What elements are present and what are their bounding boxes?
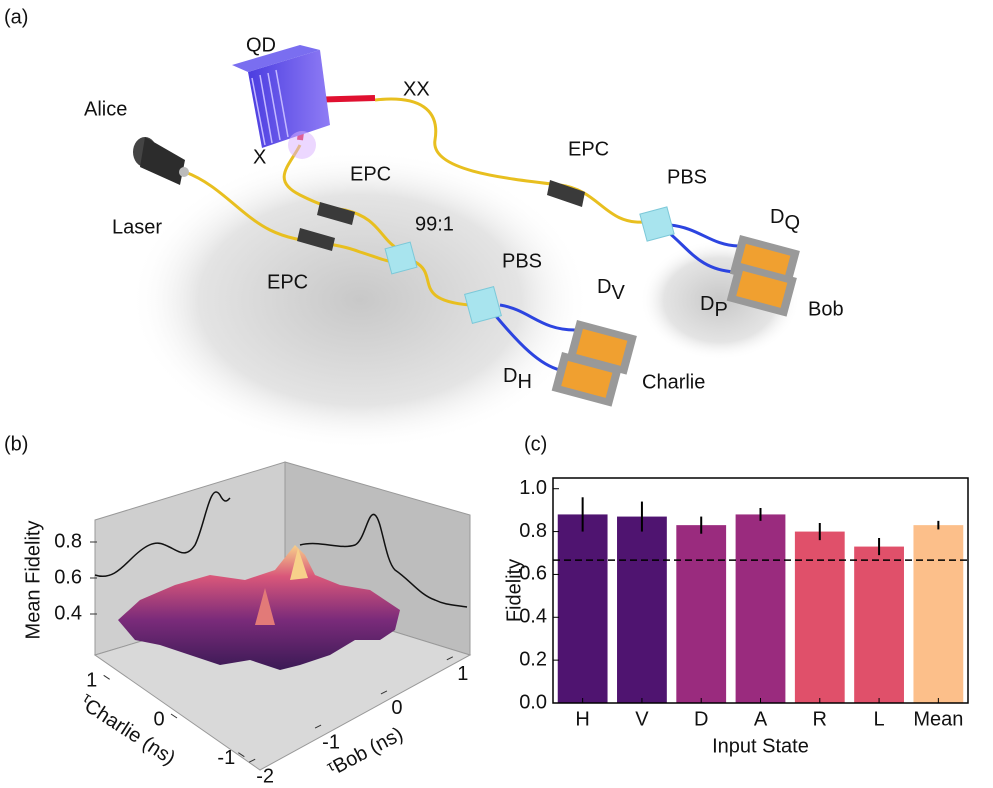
label: X [253,146,266,168]
panel-label: (a) [4,6,28,28]
x-tick-label: V [635,708,649,730]
y-tick-label: 0.2 [519,648,547,670]
label: EPC [350,163,391,185]
label: DV [597,276,625,304]
x-tick-label: D [694,708,708,730]
y-axis-text: Bob (ns) [330,723,407,778]
x-tick-label: H [575,708,589,730]
label: Bob [808,298,844,320]
y-tick-label: 1 [457,663,468,685]
y-tick-label: -1 [322,731,340,753]
y-tick-label: 1.0 [519,477,547,499]
x-tick [171,714,177,718]
x-tick-label: L [874,708,885,730]
bar [913,525,963,703]
label: 99:1 [415,213,454,235]
x-tick [104,675,110,679]
x-axis-text: Charlie (ns) [80,695,179,770]
glow [288,131,316,159]
shadow [130,150,590,450]
z-tick-label: 0.8 [54,530,82,552]
label: QD [246,34,276,56]
bar [676,525,726,703]
label: EPC [267,271,308,293]
y-tick-label: 0.0 [519,691,547,713]
x-tick-label: -1 [217,747,235,769]
label: Alice [84,98,127,120]
label: EPC [568,138,609,160]
laser-source [133,137,189,185]
y-tick-label: 0 [391,697,402,719]
y-tick-label: -2 [256,765,274,783]
x-tick-label: R [813,708,827,730]
x-tick-label: 0 [153,708,164,730]
z-tick-label: 0.4 [54,602,82,624]
x-tick-label: Mean [913,708,963,730]
z-tick-label: 0.6 [54,566,82,588]
label: Laser [112,216,162,238]
label: PBS [502,250,542,272]
bar [617,517,667,703]
x-tick-label: 1 [86,670,97,692]
bar [795,532,845,703]
panel-label: (c) [524,433,547,455]
bar [854,547,904,703]
figure: (a) (b) (c) [0,0,993,783]
panel-label: (b) [4,433,28,455]
label: DQ [770,206,800,234]
label: XX [403,78,430,100]
x-tick-label: A [754,708,768,730]
x-axis-label: Input State [712,735,809,757]
bar [736,514,786,703]
setup-diagram: QD XX Alice X EPC EPC EPC PBS PBS Laser … [84,34,844,450]
label: Charlie [642,371,705,393]
label: PBS [667,166,707,188]
bar [558,514,608,703]
z-axis-label: Mean Fidelity [22,521,44,640]
y-tick-label: 0.8 [519,520,547,542]
y-axis-label: Fidelity [503,559,525,622]
